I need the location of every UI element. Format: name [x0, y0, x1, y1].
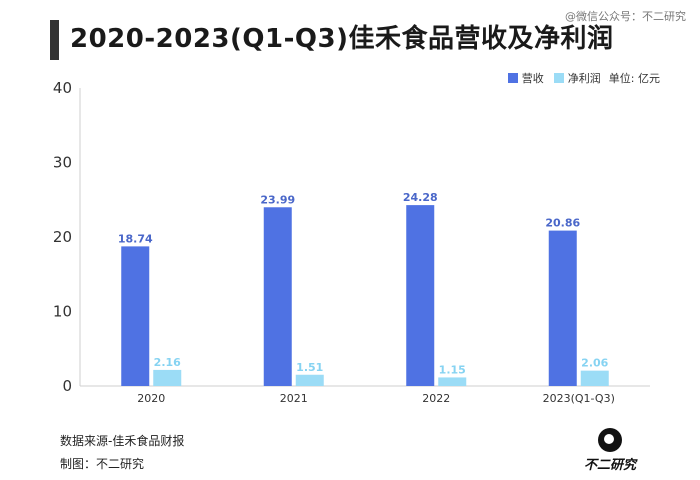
- data-label-revenue: 24.28: [403, 191, 438, 204]
- chart-maker-note: 制图：不二研究: [60, 457, 145, 471]
- y-tick-label: 20: [53, 228, 72, 246]
- legend-label-revenue: 营收: [521, 72, 544, 85]
- y-tick-label: 10: [53, 303, 72, 321]
- legend-unit: 单位: 亿元: [608, 72, 660, 85]
- legend-swatch-net-profit: [553, 73, 564, 83]
- y-tick-label: 40: [53, 79, 72, 97]
- bar-revenue: [406, 205, 435, 386]
- bar-net-profit: [438, 377, 467, 386]
- x-category-label: 2022: [422, 392, 450, 405]
- legend: 营收 净利润 单位: 亿元: [498, 70, 660, 86]
- data-label-net-profit: 1.51: [296, 361, 323, 374]
- data-label-revenue: 20.86: [545, 217, 580, 230]
- bar-revenue: [548, 230, 577, 386]
- data-label-net-profit: 1.15: [439, 363, 466, 376]
- bar-revenue: [263, 207, 292, 386]
- legend-label-net-profit: 净利润: [567, 72, 601, 85]
- data-label-net-profit: 2.16: [154, 356, 181, 369]
- legend-swatch-revenue: [507, 73, 518, 83]
- data-label-net-profit: 2.06: [581, 357, 608, 370]
- brand-logo-icon: [598, 428, 622, 452]
- y-tick-label: 30: [53, 154, 72, 172]
- bar-net-profit: [580, 370, 609, 386]
- chart-title: 2020-2023(Q1-Q3)佳禾食品营收及净利润: [70, 24, 614, 54]
- bar-revenue: [121, 246, 150, 386]
- brand-logo: 不二研究: [580, 428, 640, 473]
- bar-net-profit: [153, 369, 182, 386]
- y-tick-label: 0: [62, 377, 72, 395]
- x-category-label: 2021: [280, 392, 308, 405]
- data-source-note: 数据来源-佳禾食品财报: [60, 434, 185, 448]
- title-accent-bar: [50, 20, 59, 60]
- watermark-text: @微信公众号：不二研究: [565, 10, 686, 23]
- data-label-revenue: 18.74: [118, 232, 153, 245]
- bar-net-profit: [295, 374, 324, 386]
- x-category-label: 2023(Q1-Q3): [543, 392, 615, 405]
- brand-logo-text: 不二研究: [583, 458, 636, 473]
- data-label-revenue: 23.99: [260, 193, 295, 206]
- x-category-label: 2020: [137, 392, 165, 405]
